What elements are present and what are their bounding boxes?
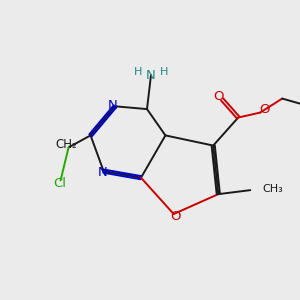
Text: O: O (259, 103, 269, 116)
Text: H: H (134, 67, 142, 77)
Text: CH₂: CH₂ (56, 138, 77, 151)
Text: O: O (213, 90, 224, 103)
Text: O: O (170, 209, 181, 223)
Text: N: N (146, 69, 156, 82)
Text: N: N (98, 166, 107, 178)
Text: H: H (160, 67, 168, 77)
Text: CH₃: CH₃ (262, 184, 283, 194)
Text: Cl: Cl (53, 177, 66, 190)
Text: N: N (108, 99, 118, 112)
